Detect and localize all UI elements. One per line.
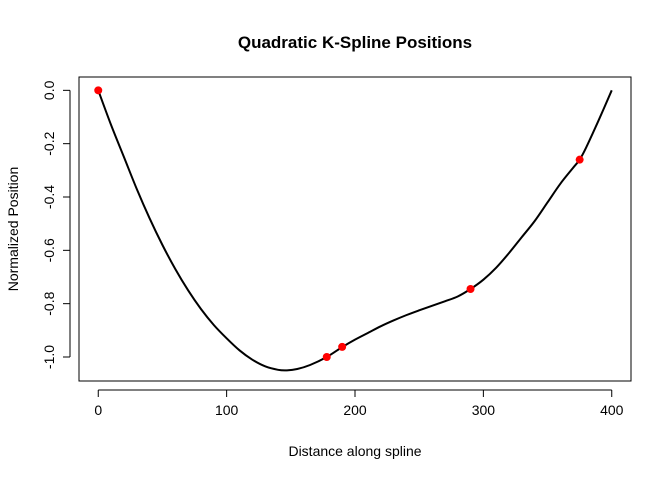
plot-frame — [78, 76, 632, 382]
spline-point — [94, 86, 103, 95]
chart-title: Quadratic K-Spline Positions — [238, 33, 472, 52]
spline-point — [466, 285, 475, 293]
x-tick-label: 100 — [215, 402, 239, 418]
y-tick-label: -0.4 — [41, 185, 57, 209]
x-axis-label: Distance along spline — [288, 443, 421, 459]
spline-point — [322, 353, 331, 361]
x-axis: 0 100 200 300 400 — [94, 389, 624, 418]
spline-curve — [97, 89, 613, 372]
y-axis: 0.0 -0.2 -0.4 -0.6 -0.8 -1.0 — [41, 80, 71, 369]
y-axis-label: Normalized Position — [5, 167, 21, 292]
x-tick-label: 200 — [343, 402, 367, 418]
spline-point — [575, 155, 584, 164]
y-tick-label: -0.8 — [41, 291, 57, 315]
x-tick-label: 0 — [94, 402, 102, 418]
y-tick-label: -0.2 — [41, 131, 57, 155]
y-tick-label: -1.0 — [41, 345, 57, 369]
y-tick-label: 0.0 — [41, 80, 57, 100]
x-tick-label: 400 — [600, 402, 624, 418]
x-tick-label: 300 — [472, 402, 496, 418]
y-tick-label: -0.6 — [41, 238, 57, 262]
spline-point — [338, 342, 347, 351]
spline-points — [94, 86, 584, 361]
